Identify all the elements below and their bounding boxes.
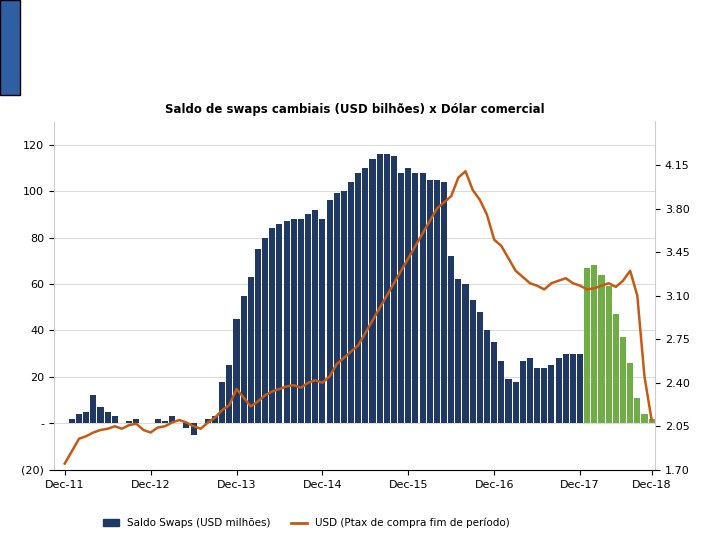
Bar <box>598 275 605 423</box>
Bar <box>262 238 268 423</box>
Bar <box>97 407 104 423</box>
Bar <box>398 173 404 423</box>
Bar <box>520 361 526 423</box>
Bar <box>369 159 376 423</box>
Bar <box>405 168 411 423</box>
Bar <box>104 411 111 423</box>
Bar <box>276 224 282 423</box>
Bar <box>577 354 583 423</box>
Bar <box>620 338 626 423</box>
Bar <box>312 210 318 423</box>
Bar <box>455 279 462 423</box>
Bar <box>84 411 89 423</box>
Bar <box>184 423 189 428</box>
Bar <box>642 414 647 423</box>
Bar <box>462 284 469 423</box>
Bar <box>441 182 447 423</box>
Bar <box>298 219 304 423</box>
Bar <box>326 200 333 423</box>
Bar <box>162 421 168 423</box>
Bar <box>341 191 347 423</box>
Bar <box>420 173 426 423</box>
Bar <box>527 359 533 423</box>
Bar <box>169 416 175 423</box>
Bar <box>505 379 511 423</box>
Bar <box>413 173 418 423</box>
Bar <box>649 418 654 423</box>
Bar <box>484 330 490 423</box>
Bar <box>233 319 240 423</box>
Bar <box>534 368 540 423</box>
Bar <box>606 286 612 423</box>
Bar <box>613 314 619 423</box>
Text: 29: 29 <box>638 504 672 528</box>
Bar <box>212 416 218 423</box>
Bar <box>491 342 498 423</box>
Bar <box>448 256 454 423</box>
Bar <box>498 361 505 423</box>
Bar <box>355 173 361 423</box>
Bar <box>556 359 562 423</box>
Bar <box>627 363 633 423</box>
Bar <box>269 228 275 423</box>
Bar <box>333 193 340 423</box>
Bar <box>69 418 75 423</box>
Bar <box>513 382 518 423</box>
Bar <box>584 268 590 423</box>
Bar <box>133 418 140 423</box>
Bar <box>377 154 383 423</box>
Title: Saldo de swaps cambiais (USD bilhões) x Dólar comercial: Saldo de swaps cambiais (USD bilhões) x … <box>165 103 544 116</box>
Bar <box>469 300 476 423</box>
Bar <box>362 168 369 423</box>
Bar <box>634 398 640 423</box>
Bar <box>570 354 576 423</box>
Bar <box>348 182 354 423</box>
Bar <box>240 295 247 423</box>
Bar <box>305 214 311 423</box>
Bar <box>563 354 569 423</box>
Text: II. Principais instrumentos
Operações cambiais: Swaps: II. Principais instrumentos Operações ca… <box>256 24 536 66</box>
Bar <box>477 312 483 423</box>
Bar <box>255 249 261 423</box>
Bar <box>541 368 547 423</box>
Bar <box>248 277 254 423</box>
Bar <box>384 154 390 423</box>
Bar <box>76 414 82 423</box>
Bar <box>391 157 397 423</box>
Bar <box>112 416 118 423</box>
Bar <box>90 395 96 423</box>
FancyBboxPatch shape <box>0 0 20 94</box>
Bar <box>284 221 289 423</box>
Bar <box>204 418 211 423</box>
Bar <box>427 179 433 423</box>
Bar <box>155 418 161 423</box>
Bar <box>219 382 225 423</box>
Bar <box>226 365 233 423</box>
Bar <box>549 365 554 423</box>
Legend: Saldo Swaps (USD milhões), USD (Ptax de compra fim de período): Saldo Swaps (USD milhões), USD (Ptax de … <box>99 514 514 532</box>
Bar <box>126 421 132 423</box>
Bar <box>591 266 598 423</box>
Bar <box>191 423 197 435</box>
Bar <box>320 219 325 423</box>
Bar <box>434 179 440 423</box>
Bar <box>291 219 297 423</box>
